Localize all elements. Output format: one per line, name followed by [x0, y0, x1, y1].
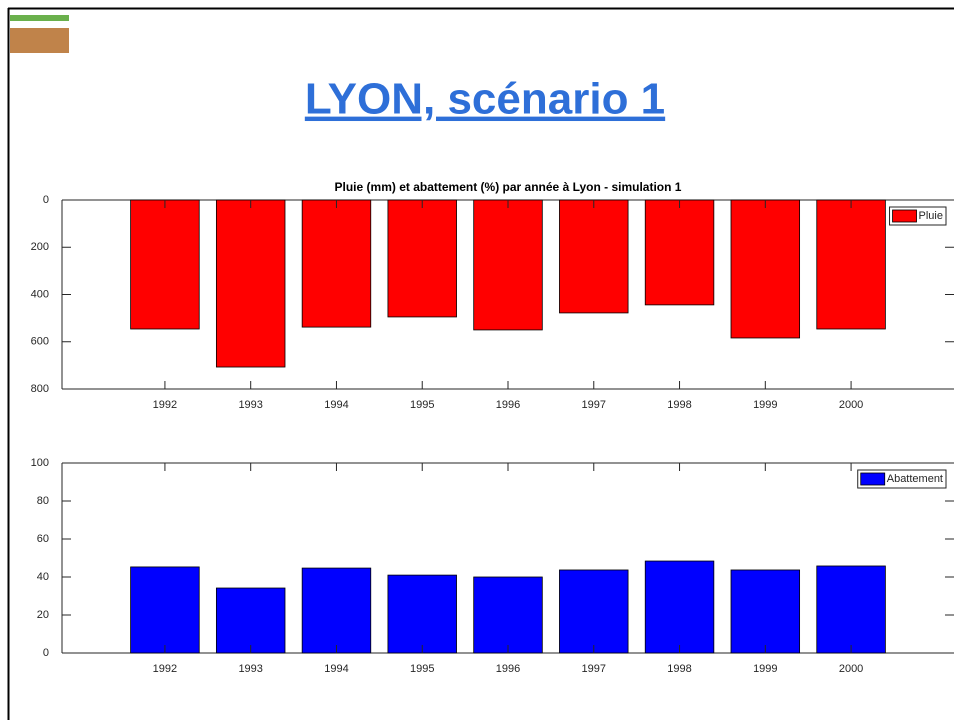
- y-tick-label: 0: [43, 194, 49, 206]
- bar: [559, 569, 629, 654]
- legend-label: Pluie: [919, 210, 943, 222]
- bar: [301, 199, 372, 328]
- x-tick-label: 1996: [496, 663, 520, 675]
- x-tick-label: 1999: [753, 663, 777, 675]
- bar: [816, 199, 886, 330]
- legend-swatch: [860, 472, 886, 486]
- x-tick-label: 1994: [324, 663, 348, 675]
- x-tick-label: 1999: [753, 399, 777, 411]
- x-tick-label: 1992: [153, 663, 177, 675]
- y-tick-label: 0: [43, 647, 49, 659]
- x-tick-label: 2000: [839, 663, 863, 675]
- bar: [730, 569, 801, 654]
- bar: [130, 566, 200, 654]
- x-tick-label: 2000: [839, 399, 863, 411]
- x-tick-label: 1996: [496, 399, 520, 411]
- x-tick-label: 1997: [582, 663, 606, 675]
- bar: [130, 199, 200, 330]
- logo-box: [10, 28, 69, 53]
- slide-title: LYON, scénario 1: [305, 75, 665, 124]
- y-tick-label: 60: [37, 533, 49, 545]
- y-tick-label: 100: [31, 457, 49, 469]
- bar: [473, 576, 543, 654]
- y-tick-label: 80: [37, 495, 49, 507]
- x-tick-label: 1997: [582, 399, 606, 411]
- bar: [644, 199, 715, 306]
- y-tick-label: 400: [31, 288, 49, 300]
- bar: [215, 587, 286, 654]
- bar: [730, 199, 801, 339]
- x-tick-label: 1993: [238, 663, 262, 675]
- bar: [301, 567, 372, 654]
- logo-bar: [10, 15, 69, 21]
- y-tick-label: 40: [37, 571, 49, 583]
- x-tick-label: 1998: [667, 663, 691, 675]
- bar: [559, 199, 629, 314]
- bar: [644, 560, 715, 654]
- bar: [387, 574, 457, 654]
- x-tick-label: 1993: [238, 399, 262, 411]
- x-tick-label: 1994: [324, 399, 348, 411]
- bar: [215, 199, 286, 368]
- x-tick-label: 1995: [410, 663, 434, 675]
- y-tick-label: 20: [37, 609, 49, 621]
- chart-title: Pluie (mm) et abattement (%) par année à…: [335, 180, 682, 194]
- x-tick-label: 1998: [667, 399, 691, 411]
- y-tick-label: 800: [31, 383, 49, 395]
- y-tick-label: 200: [31, 241, 49, 253]
- legend-label: Abattement: [887, 473, 943, 485]
- legend-swatch: [892, 209, 917, 223]
- x-tick-label: 1995: [410, 399, 434, 411]
- bar: [473, 199, 543, 331]
- bar: [387, 199, 457, 318]
- x-tick-label: 1992: [153, 399, 177, 411]
- bar: [816, 565, 886, 654]
- y-tick-label: 600: [31, 336, 49, 348]
